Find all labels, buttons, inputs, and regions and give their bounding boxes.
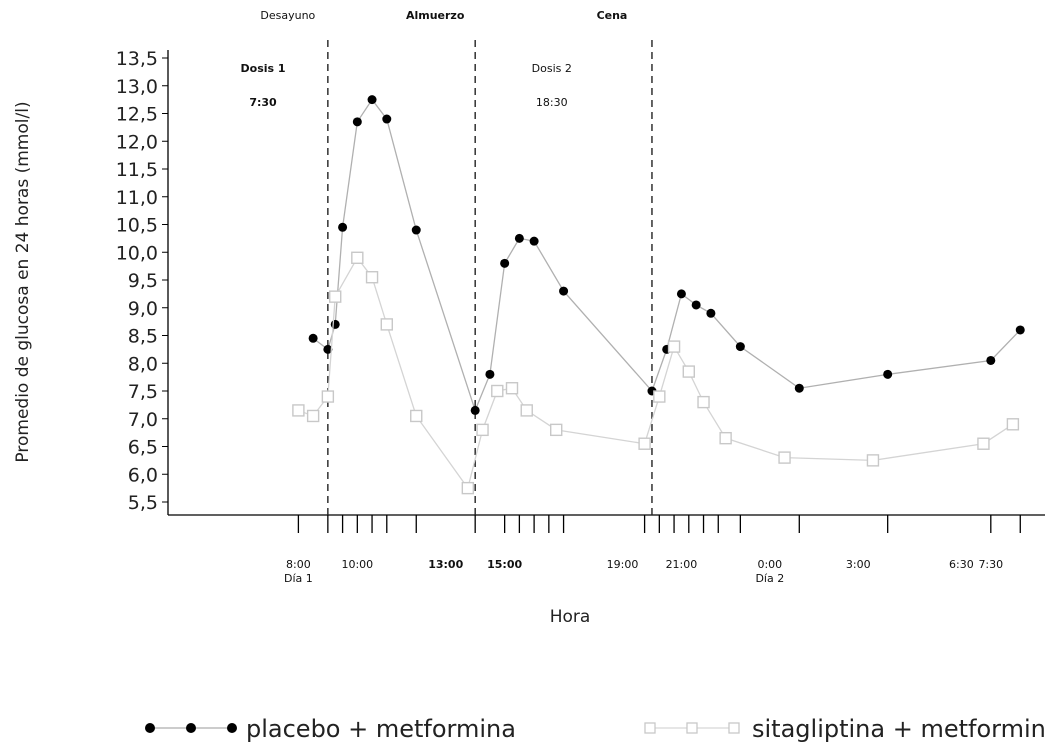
data-point-placebo [986, 355, 996, 365]
x-tick-label: 3:00 [846, 558, 871, 571]
y-tick-label: 10,0 [116, 242, 158, 264]
data-point-sitagliptina [520, 404, 533, 417]
data-point-sitagliptina [410, 409, 423, 423]
data-point-placebo [514, 233, 524, 243]
data-point-sitagliptina [306, 409, 320, 423]
y-tick-label: 13,0 [116, 76, 158, 98]
dose-time: 7:30 [249, 96, 277, 109]
data-point-placebo [323, 344, 333, 354]
data-point-placebo [338, 222, 348, 232]
data-point-sitagliptina [329, 290, 342, 303]
dose-time: 18:30 [536, 96, 568, 109]
meal-label: Cena [597, 9, 628, 22]
y-tick-label: 12,0 [116, 131, 158, 153]
data-point-placebo [529, 236, 539, 246]
series-line-sitagliptina [298, 256, 1014, 490]
y-tick-label: 10,5 [116, 215, 158, 237]
meal-label: Desayuno [260, 9, 315, 22]
data-point-placebo [500, 258, 510, 268]
y-tick-label: 9,0 [128, 298, 158, 320]
data-point-sitagliptina [292, 404, 305, 417]
legend-marker-sitagliptina [686, 722, 698, 734]
data-point-sitagliptina [1006, 418, 1020, 431]
meal-label: Almuerzo [406, 9, 465, 22]
data-point-placebo [382, 114, 392, 124]
data-point-sitagliptina [653, 390, 666, 403]
data-point-placebo [883, 369, 893, 379]
data-point-placebo [470, 405, 480, 415]
legend-label-sitagliptina: sitagliptina + metformina [752, 715, 1045, 743]
data-point-placebo [559, 286, 569, 296]
dose-label: Dosis 2 [532, 62, 572, 75]
y-tick-label: 8,5 [128, 326, 158, 348]
data-point-placebo [308, 333, 318, 343]
series-line-placebo [312, 98, 1021, 413]
y-tick-label: 11,5 [116, 159, 158, 181]
data-point-sitagliptina [778, 451, 791, 464]
y-tick-label: 7,0 [128, 409, 158, 431]
x-tick-label: 0:00 [757, 558, 782, 571]
data-point-sitagliptina [321, 390, 335, 403]
x-tick-label: 19:00 [607, 558, 639, 571]
x-tick-label: 8:00 [286, 558, 311, 571]
x-tick-label: 6:30 [949, 558, 974, 571]
data-point-placebo [367, 95, 377, 105]
legend-marker-placebo [145, 723, 155, 733]
data-point-sitagliptina [505, 382, 519, 395]
data-point-sitagliptina [550, 423, 563, 437]
data-point-sitagliptina [380, 318, 393, 331]
data-point-sitagliptina [682, 365, 695, 378]
data-point-placebo [352, 117, 362, 127]
data-point-sitagliptina [866, 454, 880, 467]
data-point-sitagliptina [977, 437, 990, 450]
data-point-sitagliptina [667, 340, 681, 353]
x-tick-sublabel: Día 1 [284, 572, 313, 585]
x-tick-sublabel: Día 2 [755, 572, 784, 585]
y-axis-title: Promedio de glucosa en 24 horas (mmol/l) [13, 101, 33, 462]
x-tick-label: 15:00 [487, 558, 522, 571]
x-tick-label: 10:00 [341, 558, 373, 571]
data-point-placebo [485, 369, 495, 379]
x-tick-label: 21:00 [666, 558, 698, 571]
data-point-sitagliptina [491, 384, 504, 398]
data-point-sitagliptina [476, 423, 489, 437]
legend-label-placebo: placebo + metformina [246, 715, 516, 743]
data-point-placebo [706, 308, 716, 318]
data-point-sitagliptina [365, 271, 379, 284]
data-point-sitagliptina [351, 251, 364, 265]
x-tick-label: 13:00 [428, 558, 463, 571]
data-point-placebo [1015, 325, 1025, 335]
data-point-placebo [330, 319, 340, 329]
x-axis-title: Hora [550, 607, 591, 627]
data-point-sitagliptina [638, 437, 651, 450]
data-point-sitagliptina [697, 395, 710, 409]
y-tick-label: 6,5 [128, 437, 158, 459]
data-point-sitagliptina [461, 481, 475, 495]
legend-marker-sitagliptina [644, 722, 656, 734]
data-point-sitagliptina [719, 431, 732, 445]
y-tick-label: 11,0 [116, 187, 158, 209]
data-point-placebo [691, 300, 701, 310]
x-tick-label: 7:30 [978, 558, 1003, 571]
data-point-placebo [735, 342, 745, 352]
legend-marker-sitagliptina [728, 722, 740, 734]
y-tick-label: 13,5 [116, 48, 158, 70]
y-tick-label: 7,5 [128, 381, 158, 403]
y-tick-label: 12,5 [116, 104, 158, 126]
dose-label: Dosis 1 [241, 62, 286, 75]
y-tick-label: 6,0 [128, 464, 158, 486]
data-point-placebo [794, 383, 804, 393]
legend-marker-placebo [227, 723, 237, 733]
data-point-placebo [411, 225, 421, 235]
data-point-placebo [676, 289, 686, 299]
y-tick-label: 5,5 [128, 492, 158, 514]
y-tick-label: 8,0 [128, 353, 158, 375]
y-tick-label: 9,5 [128, 270, 158, 292]
legend-marker-placebo [186, 723, 196, 733]
